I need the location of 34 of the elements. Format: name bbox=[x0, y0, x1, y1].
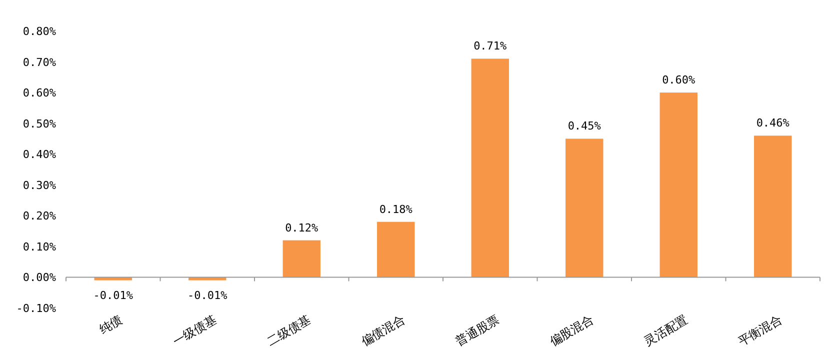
bar bbox=[94, 277, 132, 280]
bar bbox=[282, 240, 320, 278]
bar bbox=[377, 222, 415, 278]
bar bbox=[471, 58, 509, 278]
y-tick-label: 0.20% bbox=[22, 210, 56, 223]
data-label: 0.71% bbox=[474, 40, 508, 53]
y-tick-label: 0.00% bbox=[22, 271, 56, 284]
x-tick-label: 纯债 bbox=[96, 312, 125, 337]
data-label: -0.01% bbox=[93, 289, 134, 302]
y-tick-label: 0.50% bbox=[22, 117, 56, 130]
x-tick-label: 平衡混合 bbox=[736, 312, 784, 349]
data-label: 0.45% bbox=[568, 120, 602, 133]
y-tick-label: 0.30% bbox=[22, 178, 56, 192]
y-tick-label: 0.70% bbox=[22, 56, 56, 69]
bar bbox=[566, 138, 604, 278]
bar bbox=[754, 136, 792, 278]
data-label: 0.60% bbox=[662, 74, 696, 87]
x-tick-label: 偏股混合 bbox=[547, 312, 596, 349]
x-tick-label: 二级债基 bbox=[264, 312, 314, 349]
x-tick-label: 一级债基 bbox=[170, 312, 219, 349]
x-tick-label: 偏债混合 bbox=[358, 312, 408, 349]
y-tick-label: 0.80% bbox=[22, 25, 56, 38]
data-label: 0.46% bbox=[756, 116, 790, 130]
data-label: 0.12% bbox=[285, 221, 319, 234]
data-label: 0.18% bbox=[379, 202, 413, 216]
y-tick-label: -0.10% bbox=[16, 302, 56, 315]
y-tick-label: 0.60% bbox=[22, 86, 56, 100]
y-tick-label: 0.10% bbox=[22, 240, 56, 254]
x-tick-label: 灵活配置 bbox=[642, 312, 690, 349]
x-tick-label: 普通股票 bbox=[453, 312, 502, 349]
data-label: -0.01% bbox=[188, 289, 228, 302]
bar bbox=[188, 277, 226, 280]
y-tick-label: 0.40% bbox=[22, 148, 56, 162]
bar bbox=[660, 92, 698, 278]
